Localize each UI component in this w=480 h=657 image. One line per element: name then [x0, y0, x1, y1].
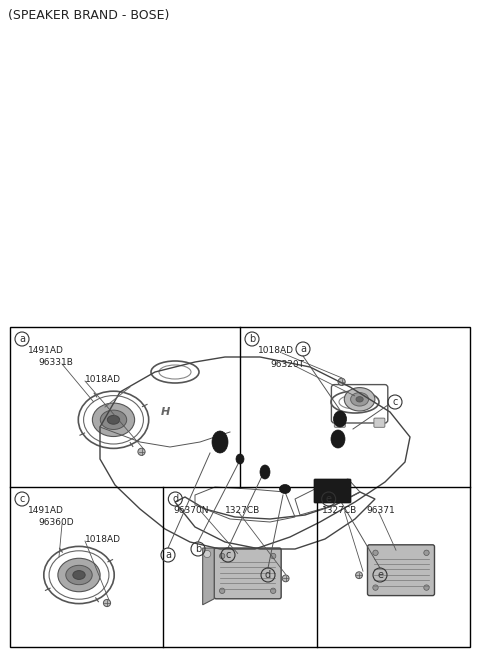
Text: e: e — [325, 494, 332, 504]
Ellipse shape — [260, 465, 270, 479]
Circle shape — [338, 378, 345, 386]
Circle shape — [373, 585, 378, 590]
Text: 96320T: 96320T — [270, 360, 304, 369]
Circle shape — [356, 572, 362, 579]
Text: H: H — [160, 407, 169, 417]
Text: b: b — [195, 544, 201, 554]
Circle shape — [424, 585, 429, 590]
Ellipse shape — [92, 403, 134, 436]
Ellipse shape — [356, 397, 363, 402]
FancyBboxPatch shape — [334, 418, 345, 427]
Circle shape — [424, 550, 429, 556]
Circle shape — [219, 588, 225, 593]
Text: b: b — [249, 334, 255, 344]
Text: 1327CB: 1327CB — [322, 506, 357, 515]
Text: 96371: 96371 — [367, 506, 396, 515]
Circle shape — [373, 550, 378, 556]
Circle shape — [103, 599, 110, 606]
Text: 1018AD: 1018AD — [258, 346, 294, 355]
Text: a: a — [19, 334, 25, 344]
Text: d: d — [172, 494, 179, 504]
Ellipse shape — [108, 415, 120, 424]
Circle shape — [138, 448, 145, 455]
Ellipse shape — [73, 570, 85, 579]
Text: 96331B: 96331B — [38, 358, 73, 367]
Text: a: a — [300, 344, 306, 354]
Ellipse shape — [334, 411, 347, 427]
Polygon shape — [203, 548, 214, 605]
Text: 1491AD: 1491AD — [28, 506, 64, 515]
Text: 1018AD: 1018AD — [85, 535, 121, 544]
FancyBboxPatch shape — [374, 418, 385, 427]
Circle shape — [270, 588, 276, 593]
Circle shape — [270, 553, 276, 558]
Ellipse shape — [350, 392, 369, 406]
Text: d: d — [265, 570, 271, 580]
Text: a: a — [165, 550, 171, 560]
Ellipse shape — [100, 410, 127, 430]
Ellipse shape — [66, 565, 92, 585]
Text: e: e — [377, 570, 383, 580]
Text: (SPEAKER BRAND - BOSE): (SPEAKER BRAND - BOSE) — [8, 9, 169, 22]
Text: 96370N: 96370N — [173, 506, 209, 515]
Text: 1018AD: 1018AD — [85, 375, 121, 384]
Circle shape — [282, 575, 289, 582]
Text: 1327CB: 1327CB — [225, 506, 261, 515]
Text: 1491AD: 1491AD — [28, 346, 64, 355]
Circle shape — [204, 551, 211, 558]
Ellipse shape — [279, 484, 290, 493]
Bar — [10, 327, 470, 647]
Ellipse shape — [58, 558, 100, 592]
Text: 96360D: 96360D — [38, 518, 73, 527]
Ellipse shape — [236, 454, 244, 464]
Text: c: c — [19, 494, 24, 504]
FancyBboxPatch shape — [214, 548, 281, 599]
FancyBboxPatch shape — [314, 479, 351, 503]
Ellipse shape — [212, 431, 228, 453]
Ellipse shape — [331, 430, 345, 448]
Ellipse shape — [344, 388, 375, 411]
Text: c: c — [225, 550, 231, 560]
FancyBboxPatch shape — [368, 545, 434, 596]
Circle shape — [219, 553, 225, 558]
Text: c: c — [392, 397, 398, 407]
